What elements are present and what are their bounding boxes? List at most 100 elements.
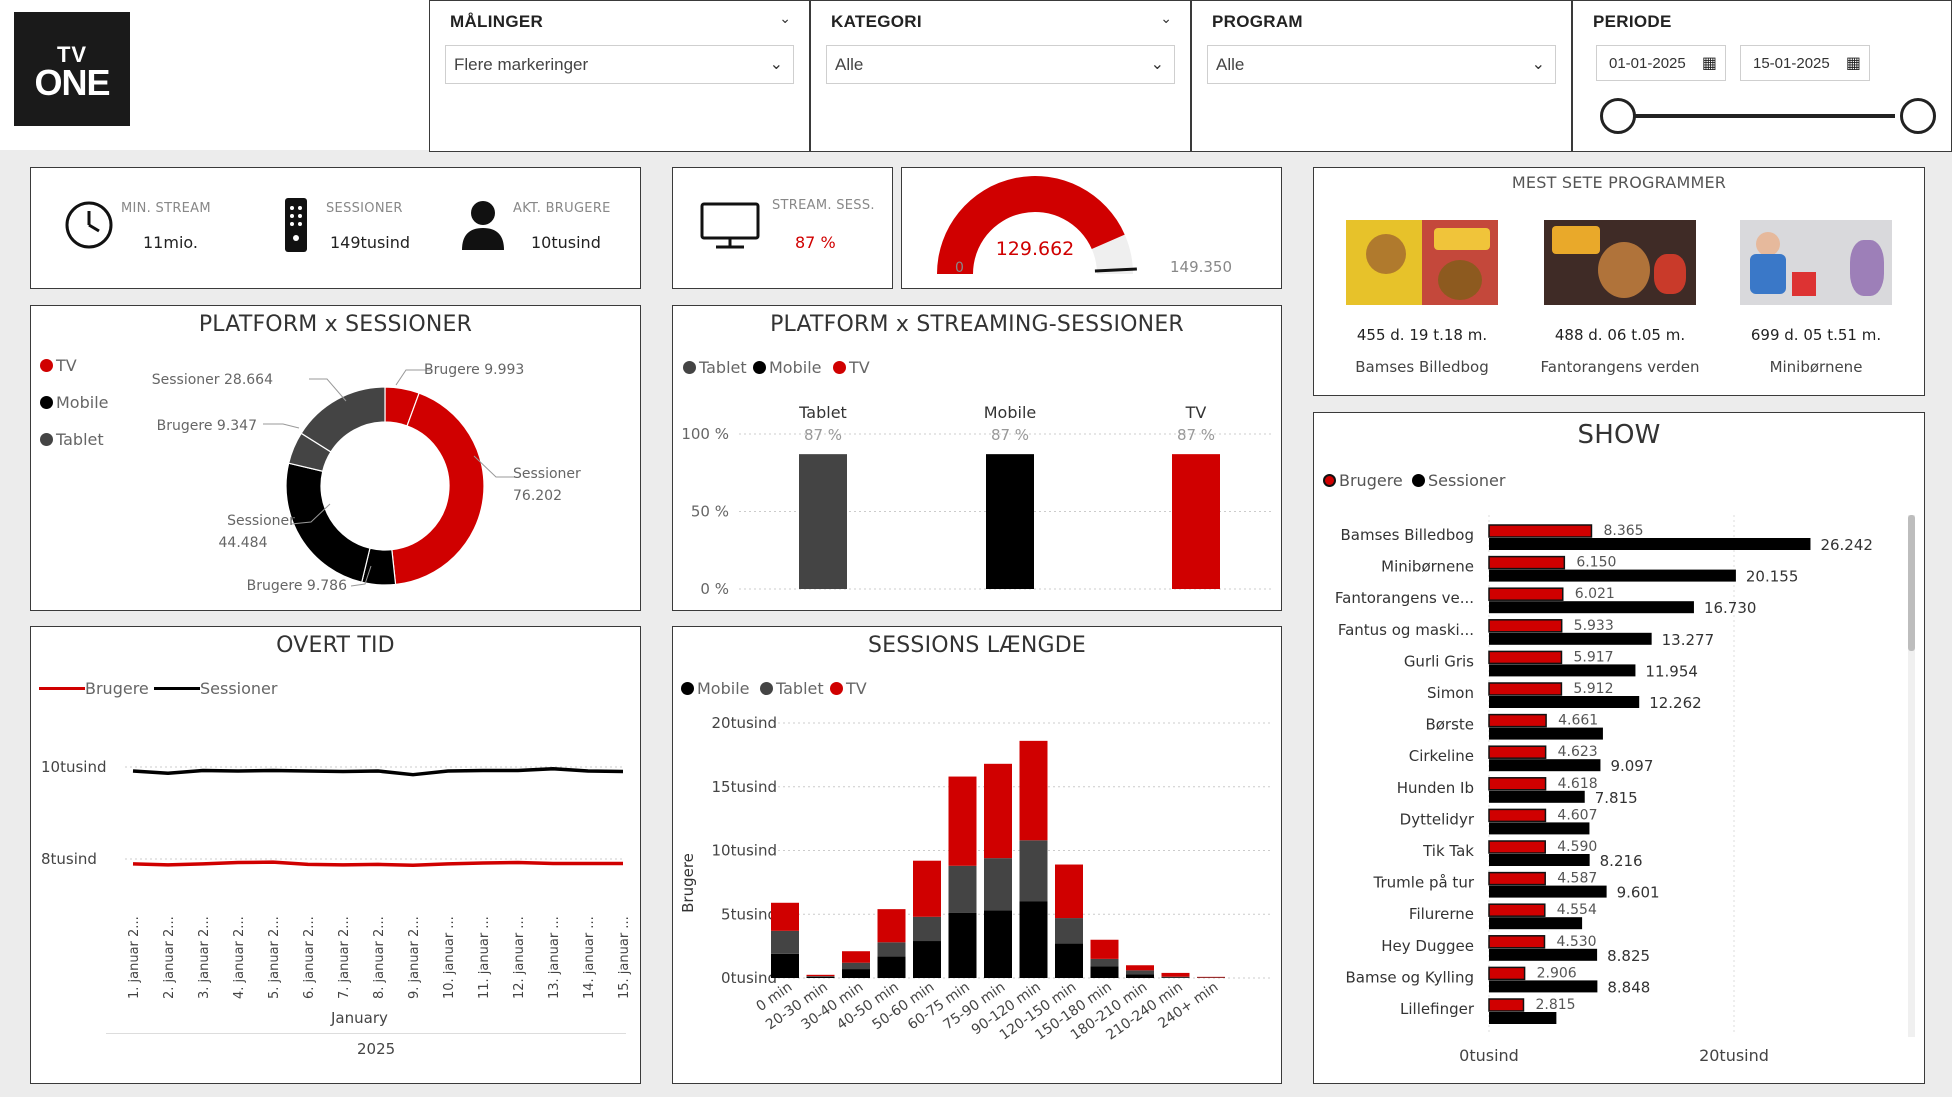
category-label: Fantus og maski... [1338, 621, 1474, 639]
bar-value-label: 8.825 [1607, 947, 1650, 965]
bar-segment-mobile [771, 953, 799, 978]
legend-item-tv[interactable]: TV [40, 356, 77, 375]
date-from-value: 01-01-2025 [1609, 55, 1686, 72]
bar-segment-tv [1197, 976, 1225, 978]
bar-value-label: 4.554 [1557, 902, 1597, 918]
bar-segment-tv [806, 974, 835, 977]
bar-segment-tablet [806, 976, 835, 977]
legend-item-sessioner[interactable]: Sessioner [154, 679, 277, 698]
kpi-value: 87 % [795, 233, 836, 252]
legend-item-mobile[interactable]: Mobile [681, 679, 749, 698]
program-dropdown[interactable]: Alle ⌄ [1207, 45, 1556, 84]
legend-item-brugere[interactable]: Brugere [39, 679, 149, 698]
category-label: Bamses Billedbog [1341, 526, 1474, 544]
gauge-value: 129.662 [996, 238, 1075, 260]
chart-title: SHOW [1577, 420, 1661, 450]
x-axis-year: 2025 [357, 1040, 396, 1058]
kpi-label: AKT. BRUGERE [513, 201, 611, 216]
gauge-card: 0 129.662 149.350 [901, 167, 1282, 289]
y-tick-label: 100 % [681, 425, 729, 443]
bar-value-label: 87 % [804, 426, 842, 444]
calendar-icon[interactable]: ▦ [1701, 53, 1717, 72]
kpi-label: SESSIONER [326, 201, 403, 216]
bar-segment-tablet [1019, 840, 1048, 902]
chevron-down-icon[interactable]: ⌄ [1160, 11, 1172, 27]
category-label: Fantorangens ve... [1335, 589, 1474, 607]
range-start-handle[interactable] [1600, 98, 1636, 134]
program-duration: 455 d. 19 t.18 m. [1356, 326, 1488, 344]
legend-item-mobile[interactable]: Mobile [40, 393, 108, 412]
horizontal-bar-chart: 0tusind 20tusind Bamses Billedbog 8.365 26.2… [1335, 515, 1873, 1065]
clock-icon [65, 201, 113, 249]
legend-item-tablet[interactable]: Tablet [40, 430, 104, 449]
bar-sessioner [1489, 538, 1811, 550]
donut-slice-sessioner-tablet [300, 386, 386, 453]
y-tick-label: 10tusind [41, 758, 107, 776]
bar-segment-mobile [1090, 966, 1119, 978]
date-to-field[interactable]: 15-01-2025 ▦ [1740, 45, 1870, 81]
bar-value-label: 9.601 [1617, 884, 1660, 902]
bar-segment-tablet [771, 930, 799, 954]
bar-sessioner [1489, 696, 1640, 708]
line-chart: 10tusind 8tusind 1. januar 2... 2. januar 2… [41, 758, 632, 999]
bar-segment-mobile [1019, 901, 1048, 978]
label-sessioner-tv: Sessioner [513, 466, 581, 482]
date-from-field[interactable]: 01-01-2025 ▦ [1596, 45, 1726, 81]
label-brugere-tablet: Brugere 9.347 [157, 418, 257, 434]
category-label: Simon [1427, 684, 1474, 702]
bar-sessioner [1489, 664, 1636, 677]
program-duration: 488 d. 06 t.05 m. [1554, 326, 1686, 344]
chevron-down-icon: ⌄ [1531, 54, 1545, 73]
chart-title: PLATFORM x SESSIONER [198, 312, 473, 337]
legend-item-brugere[interactable]: Brugere [1323, 471, 1403, 490]
gauge-chart: 0 129.662 149.350 [937, 175, 1232, 276]
bar-brugere [1488, 682, 1563, 696]
tv-one-logo: TV ONE [14, 12, 130, 126]
range-end-handle[interactable] [1900, 98, 1936, 134]
bar-segment-mobile [984, 910, 1012, 978]
legend-item-sessioner[interactable]: Sessioner [1412, 471, 1505, 490]
bar-value-label: 4.530 [1556, 934, 1596, 950]
bar-brugere [1488, 966, 1526, 981]
bar-segment-tablet [877, 942, 906, 957]
maalinger-dropdown[interactable]: Flere markeringer ⌄ [445, 45, 794, 84]
legend-item-tv[interactable]: TV [833, 358, 870, 377]
chevron-down-icon[interactable]: ⌄ [779, 11, 791, 27]
bar-segment-mobile [913, 941, 941, 978]
bar-brugere [1488, 587, 1564, 601]
category-label: Cirkeline [1409, 747, 1474, 765]
bar-value-label: 11.954 [1645, 662, 1698, 680]
program-thumbnail[interactable] [1740, 220, 1892, 305]
bar-sessioner [1489, 790, 1585, 803]
program-duration: 699 d. 05 t.51 m. [1750, 326, 1882, 344]
y-tick-label: 15tusind [712, 778, 778, 796]
bar-segment-tablet [913, 916, 941, 942]
bar-value-label: 87 % [1177, 426, 1215, 444]
kategori-dropdown[interactable]: Alle ⌄ [826, 45, 1175, 84]
bar-brugere [1488, 555, 1566, 570]
bar-segment-tablet [984, 858, 1012, 911]
program-thumbnail[interactable] [1346, 220, 1498, 305]
legend-item-tv[interactable]: TV [830, 679, 867, 698]
program-thumbnail[interactable] [1544, 220, 1696, 305]
gauge-target-marker [1094, 267, 1137, 273]
chevron-down-icon: ⌄ [1150, 54, 1164, 73]
calendar-icon[interactable]: ▦ [1845, 53, 1861, 72]
label-sessioner-tv-value: 76.202 [513, 488, 562, 504]
scrollbar-track[interactable] [1908, 515, 1915, 1037]
bar-tv [1172, 454, 1220, 589]
show-card: SHOW Brugere Sessioner 0tusind 20tusind Ba… [1313, 412, 1925, 1084]
legend-item-tablet[interactable]: Tablet [760, 679, 824, 698]
dropdown-value: Flere markeringer [454, 55, 589, 74]
legend-item-tablet[interactable]: Tablet [683, 358, 747, 377]
session-length-card: SESSIONS LÆNGDE Mobile Tablet TV 20tusin… [672, 626, 1282, 1084]
dropdown-value: Alle [835, 55, 864, 74]
category-label: Mobile [984, 403, 1036, 422]
legend-item-mobile[interactable]: Mobile [753, 358, 821, 377]
x-tick-label: 10. januar ... [442, 916, 457, 999]
category-label: Hunden Ib [1397, 779, 1474, 797]
bar-brugere [1488, 713, 1547, 728]
most-seen-card: MEST SETE PROGRAMMER 455 d. 19 t.18 m. B… [1313, 167, 1925, 396]
scrollbar-thumb[interactable] [1908, 515, 1915, 651]
x-tick-label: 7. januar 2... [337, 916, 352, 999]
